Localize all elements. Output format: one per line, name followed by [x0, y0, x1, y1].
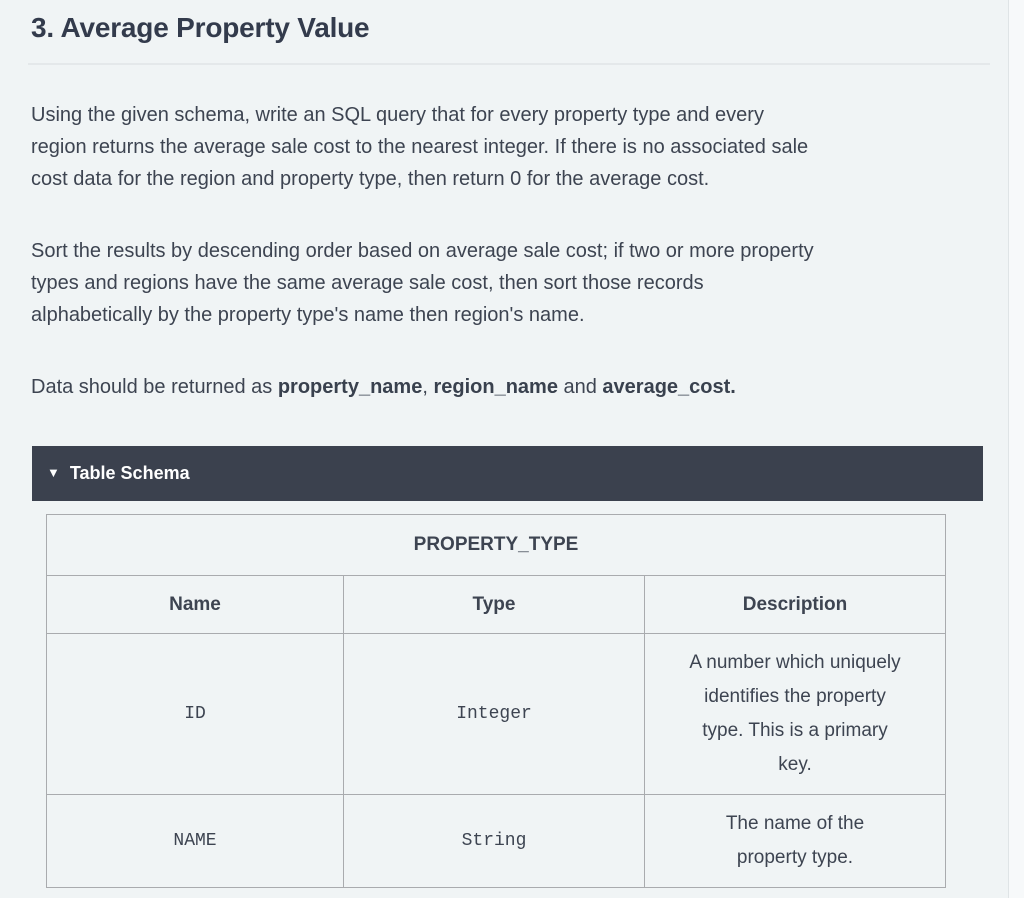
page-title: 3. Average Property Value: [31, 12, 370, 43]
collapse-triangle-icon: ▼: [47, 465, 60, 480]
schema-table-row: NAME String The name of the property typ…: [46, 794, 946, 888]
field-name-cell: ID: [46, 633, 344, 795]
schema-table: PROPERTY_TYPE Name Type Description ID I…: [46, 514, 946, 888]
column-header-description: Description: [644, 575, 946, 634]
table-schema-toggle[interactable]: ▼ Table Schema: [32, 446, 983, 501]
field-type-cell: String: [343, 794, 645, 888]
field-name-cell: NAME: [46, 794, 344, 888]
column-header-name: Name: [46, 575, 344, 634]
title-divider: [28, 63, 990, 65]
scrollbar-gutter: [1008, 0, 1024, 898]
returns-paragraph: Data should be returned as property_name…: [31, 376, 736, 398]
problem-description-paragraph: Using the given schema, write an SQL que…: [31, 104, 809, 190]
table-schema-toggle-label: Table Schema: [69, 463, 190, 483]
schema-table-name: PROPERTY_TYPE: [46, 514, 946, 576]
column-header-type: Type: [343, 575, 645, 634]
field-type-cell: Integer: [343, 633, 645, 795]
field-description-cell: A number which uniquely identifies the p…: [644, 633, 946, 795]
schema-table-header-row: Name Type Description: [46, 575, 946, 634]
schema-table-title-row: PROPERTY_TYPE: [46, 514, 946, 576]
field-description-cell: The name of the property type.: [644, 794, 946, 888]
sorting-rules-paragraph: Sort the results by descending order bas…: [31, 240, 814, 326]
schema-table-body: ID Integer A number which uniquely ident…: [46, 633, 946, 888]
schema-table-row: ID Integer A number which uniquely ident…: [46, 633, 946, 795]
